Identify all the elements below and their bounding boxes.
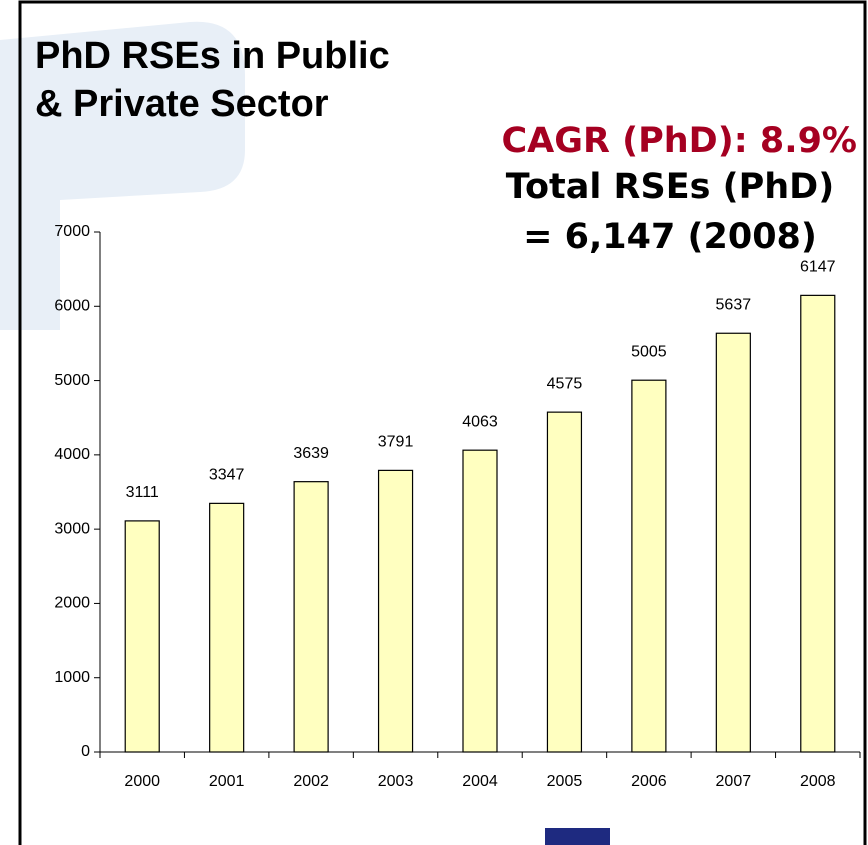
- x-tick-label: 2003: [378, 773, 414, 790]
- x-tick-label: 2004: [462, 773, 498, 790]
- bar: [462, 449, 498, 753]
- background-shape: [0, 21, 245, 331]
- value-label: 5005: [631, 343, 667, 360]
- value-label: 3111: [126, 484, 159, 501]
- x-tick-label: 2006: [631, 773, 667, 790]
- annotation: CAGR (PhD): 8.9%: [501, 121, 857, 161]
- bar: [631, 379, 667, 753]
- x-tick-label: 2001: [209, 773, 245, 790]
- y-tick-label: 5000: [54, 372, 90, 389]
- y-tick-label: 2000: [54, 595, 90, 612]
- y-tick-label: 4000: [54, 446, 90, 463]
- bar: [377, 469, 414, 753]
- logo-fragment: [545, 828, 610, 845]
- value-label: 3347: [209, 467, 245, 484]
- x-tick-label: 2008: [800, 773, 836, 790]
- value-label: 4063: [462, 413, 498, 430]
- frame: [18, 0, 867, 845]
- y-tick-label: 6000: [54, 298, 90, 315]
- bar: [800, 294, 836, 753]
- value-label: 5637: [716, 296, 752, 313]
- x-tick-label: 2002: [293, 773, 329, 790]
- x-tick-label: 2005: [547, 773, 583, 790]
- chart-title: & Private Sector: [35, 83, 329, 125]
- bar: [715, 332, 751, 753]
- value-label: 3639: [293, 445, 329, 462]
- annotation: = 6,147 (2008): [523, 217, 817, 257]
- value-label: 3791: [378, 434, 414, 451]
- y-tick-label: 7000: [54, 223, 90, 240]
- chart-title: PhD RSEs in Public: [35, 35, 390, 77]
- y-tick-label: 3000: [54, 520, 90, 537]
- y-tick-label: 0: [81, 743, 90, 760]
- x-tick-label: 2007: [716, 773, 752, 790]
- y-tick-label: 1000: [54, 669, 90, 686]
- bar: [546, 411, 583, 753]
- annotation: Total RSEs (PhD): [506, 167, 835, 207]
- bar: [124, 520, 160, 753]
- value-label: 6147: [800, 259, 836, 276]
- value-label: 4575: [547, 375, 583, 392]
- bar: [293, 481, 329, 753]
- x-tick-label: 2000: [124, 773, 160, 790]
- bar: [209, 502, 245, 753]
